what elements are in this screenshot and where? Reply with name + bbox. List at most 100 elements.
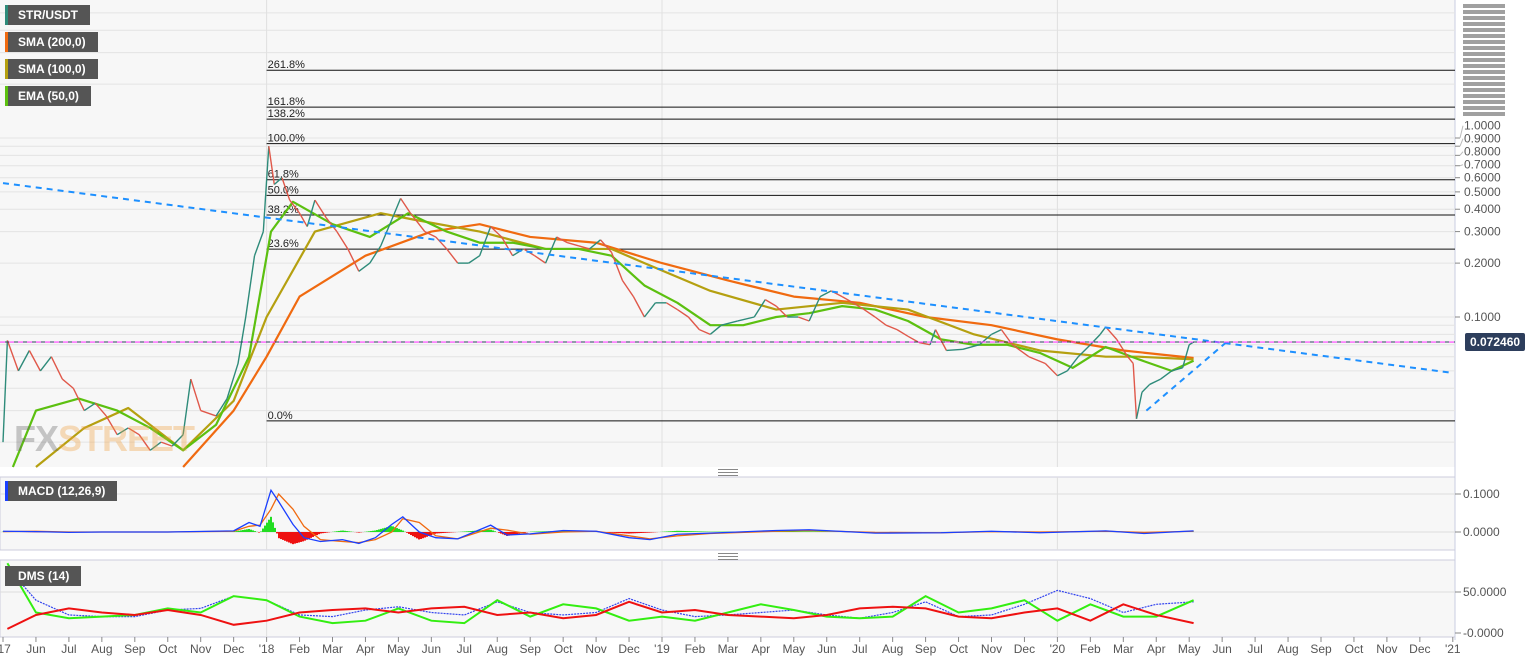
x-tick-label: Jul [1247, 642, 1262, 656]
x-tick-label: '17 [0, 642, 11, 656]
y-axis-compressed-marks [1463, 112, 1505, 116]
price-candle [632, 296, 646, 318]
x-tick-label: Nov [1376, 642, 1397, 656]
price-candle [1181, 344, 1190, 369]
price-candle [567, 242, 579, 247]
adx-line [6, 567, 1194, 619]
x-tick-label: Jun [26, 642, 45, 656]
price-candle [896, 329, 909, 337]
price-candle [72, 387, 85, 411]
y-axis-compressed-marks [1463, 22, 1505, 26]
x-tick-label: Sep [1310, 642, 1332, 656]
y-tick-label: 1.0000 [1464, 119, 1501, 133]
price-candle [962, 344, 980, 350]
legend-sma-100[interactable]: SMA (100,0) [5, 59, 98, 79]
price-candle [149, 441, 162, 451]
price-candle [61, 378, 74, 389]
legend-dms[interactable]: DMS (14) [5, 566, 82, 586]
price-candle [347, 248, 360, 272]
price-candle [918, 341, 931, 346]
y-axis-compressed-marks [1463, 34, 1505, 38]
price-candle [934, 329, 948, 351]
y-axis-compressed-marks [1463, 70, 1505, 74]
price-candle [273, 177, 283, 186]
price-candle [666, 302, 678, 311]
dms-y-tick-label: -0.0000 [1463, 626, 1504, 640]
pane-resize-handle-macd[interactable] [718, 469, 738, 476]
y-tick-label: 0.6000 [1464, 171, 1501, 185]
price-candle [171, 434, 184, 447]
price-candle [1132, 363, 1138, 419]
price-candle [1077, 344, 1091, 358]
price-candle [709, 324, 722, 335]
trendline [2, 182, 1453, 374]
y-tick-leader [1459, 138, 1464, 147]
price-candle [83, 402, 96, 412]
y-tick-label: 0.4000 [1464, 202, 1501, 216]
price-candle [2, 340, 9, 443]
x-tick-label: '18 [259, 642, 275, 656]
x-tick-label: Apr [1147, 642, 1166, 656]
x-tick-label: Oct [949, 642, 968, 656]
price-candle [289, 199, 301, 214]
price-candle [610, 251, 624, 281]
legend-ema-50[interactable]: EMA (50,0) [5, 86, 91, 106]
price-candle [978, 333, 992, 346]
x-tick-label: May [387, 642, 410, 656]
price-candle [1044, 362, 1058, 377]
price-candle [39, 356, 52, 372]
fib-level-label: 161.8% [268, 96, 306, 108]
price-candle [490, 226, 503, 238]
dms-y-tick-label: 50.0000 [1463, 585, 1507, 599]
x-tick-label: '19 [654, 642, 670, 656]
price-candle [991, 329, 1002, 335]
price-candle [138, 434, 151, 451]
price-candle [578, 245, 590, 250]
price-candle [435, 236, 448, 250]
x-tick-label: Sep [915, 642, 937, 656]
price-candle [200, 409, 217, 417]
price-candle [1066, 356, 1079, 372]
legend-sma-200[interactable]: SMA (200,0) [5, 32, 98, 52]
y-axis-compressed-marks [1463, 76, 1505, 80]
y-axis-compressed-marks [1463, 88, 1505, 92]
price-candle [28, 350, 41, 372]
fib-level-label: 261.8% [268, 59, 306, 71]
price-candle [841, 295, 854, 304]
minus-di-line [6, 600, 1194, 630]
price-candle [237, 316, 247, 364]
pane-resize-handle-dms[interactable] [718, 553, 738, 560]
fib-level-label: 138.2% [268, 108, 306, 120]
price-candle [336, 231, 349, 250]
y-tick-label: 0.8000 [1464, 145, 1501, 159]
macd-pane-background [0, 476, 1456, 551]
price-candle [643, 302, 656, 318]
price-candle [424, 230, 437, 238]
legend-macd[interactable]: MACD (12,26,9) [5, 481, 118, 501]
macd-y-tick-label: 0.1000 [1463, 487, 1500, 501]
price-candle [409, 212, 426, 233]
price-candle [764, 299, 777, 307]
price-candle [1011, 344, 1030, 358]
price-candle [852, 302, 865, 311]
price-candle [468, 255, 481, 264]
price-candle [946, 348, 963, 352]
y-axis-compressed-marks [1463, 16, 1505, 20]
price-candle [1127, 356, 1134, 364]
x-tick-label: Aug [882, 642, 903, 656]
y-axis-compressed-marks [1463, 46, 1505, 50]
price-candle [687, 316, 700, 331]
x-tick-label: Aug [487, 642, 508, 656]
price-candle [907, 335, 920, 344]
price-candle [262, 146, 270, 232]
y-axis-compressed-marks [1463, 4, 1505, 8]
legend-symbol[interactable]: STR/USDT [5, 5, 90, 25]
y-axis-compressed-marks [1463, 10, 1505, 14]
price-candle [1141, 383, 1151, 393]
x-tick-label: Mar [718, 642, 739, 656]
price-candle [1171, 367, 1183, 372]
y-tick-label: 0.1000 [1464, 310, 1501, 324]
x-tick-label: Apr [752, 642, 771, 656]
price-candle [808, 296, 821, 322]
